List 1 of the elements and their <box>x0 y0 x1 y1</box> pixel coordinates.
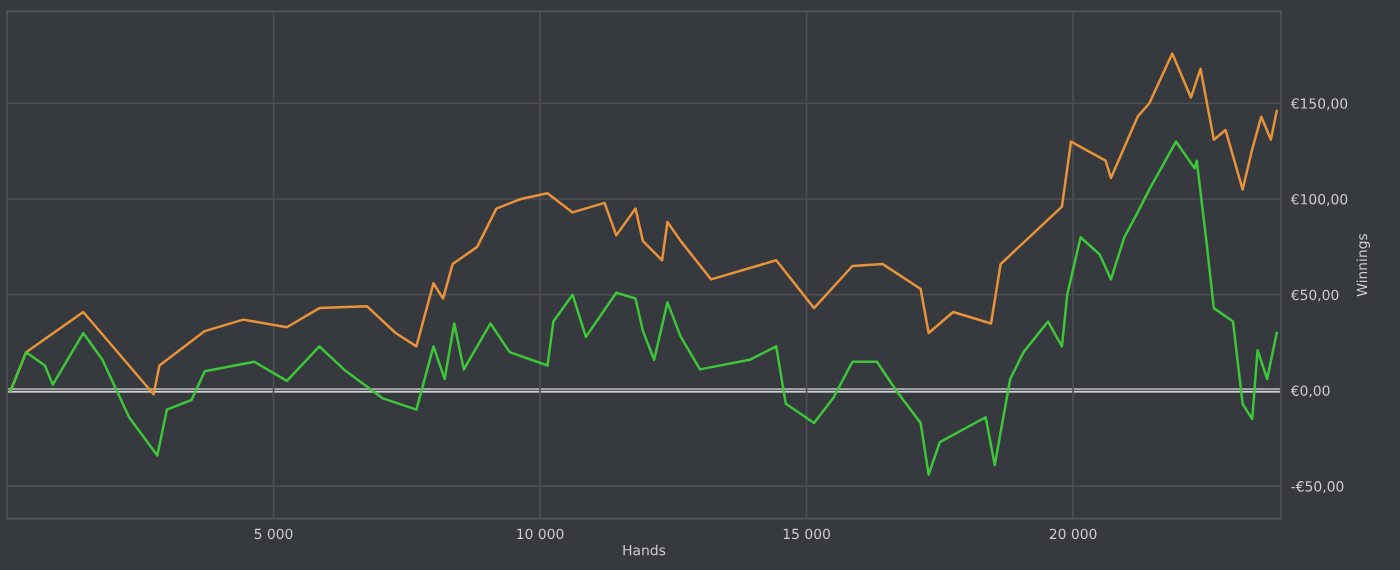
line-series <box>9 140 1278 476</box>
